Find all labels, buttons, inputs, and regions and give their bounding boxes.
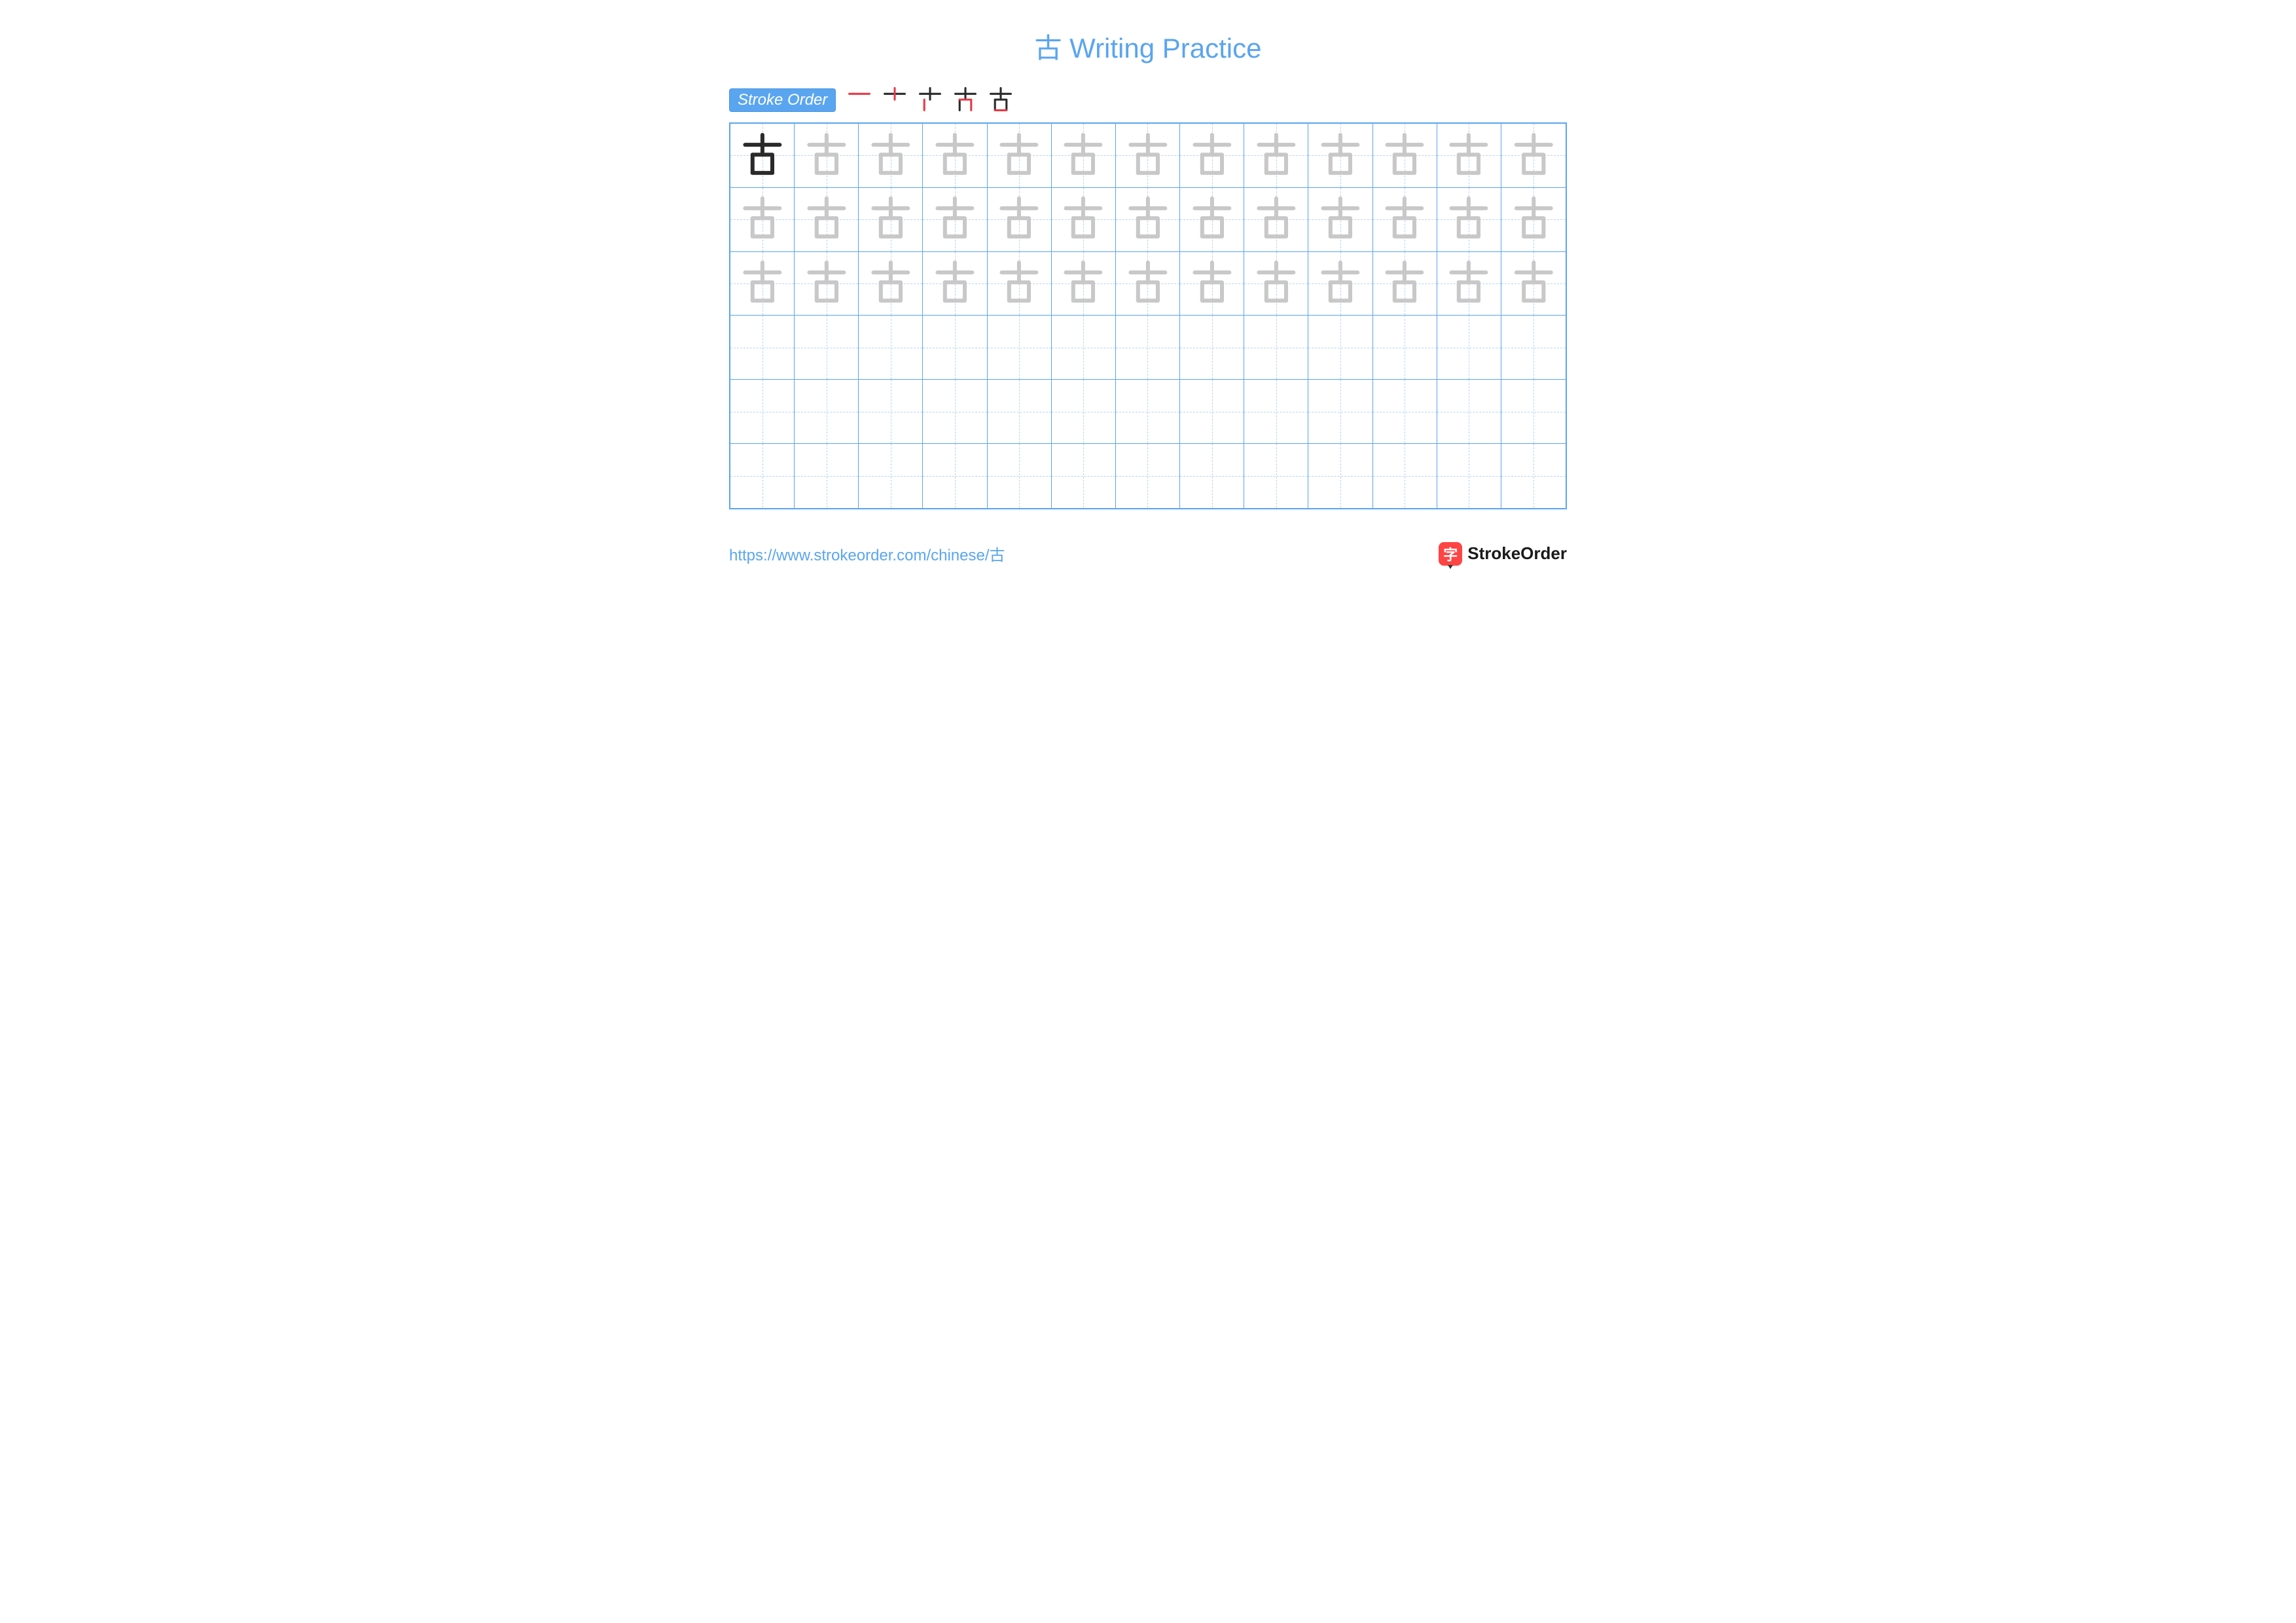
title-character: 古 <box>1035 33 1062 64</box>
grid-cell <box>730 124 795 188</box>
grid-cell <box>1437 316 1501 380</box>
grid-cell <box>1052 444 1116 508</box>
grid-cell <box>1052 316 1116 380</box>
grid-cell <box>1373 380 1437 444</box>
grid-cell <box>1180 188 1244 252</box>
grid-cell <box>1052 188 1116 252</box>
grid-cell <box>730 444 795 508</box>
grid-cell <box>988 316 1052 380</box>
grid-cell <box>795 380 859 444</box>
grid-cell <box>923 124 987 188</box>
grid-cell <box>1180 316 1244 380</box>
grid-cell <box>1116 188 1180 252</box>
grid-cell <box>1373 252 1437 316</box>
grid-cell <box>1308 444 1372 508</box>
grid-cell <box>1116 444 1180 508</box>
grid-cell <box>1052 124 1116 188</box>
grid-cell <box>988 188 1052 252</box>
grid-cell <box>1308 316 1372 380</box>
grid-cell <box>795 316 859 380</box>
stroke-steps <box>845 86 1015 115</box>
grid-cell <box>1501 124 1566 188</box>
grid-cell <box>730 188 795 252</box>
grid-cell <box>1180 124 1244 188</box>
title-suffix: Writing Practice <box>1062 33 1262 64</box>
grid-cell <box>1180 380 1244 444</box>
grid-cell <box>1244 252 1308 316</box>
grid-cell <box>1373 444 1437 508</box>
grid-cell <box>1180 444 1244 508</box>
grid-cell <box>795 188 859 252</box>
grid-cell <box>1501 380 1566 444</box>
logo-icon: 字 <box>1439 542 1462 566</box>
grid-cell <box>1308 380 1372 444</box>
grid-cell <box>859 380 923 444</box>
grid-cell <box>1244 188 1308 252</box>
grid-cell <box>859 252 923 316</box>
grid-cell <box>1116 124 1180 188</box>
grid-cell <box>795 444 859 508</box>
grid-cell <box>1501 444 1566 508</box>
grid-cell <box>859 124 923 188</box>
grid-cell <box>795 124 859 188</box>
logo: 字 StrokeOrder <box>1439 542 1567 566</box>
grid-cell <box>859 444 923 508</box>
stroke-order-header: Stroke Order <box>729 86 1567 115</box>
grid-cell <box>1244 444 1308 508</box>
stroke-step-2 <box>880 86 909 115</box>
grid-cell <box>1437 188 1501 252</box>
grid-cell <box>1373 124 1437 188</box>
stroke-step-4 <box>951 86 980 115</box>
grid-cell <box>730 380 795 444</box>
grid-cell <box>923 444 987 508</box>
grid-cell <box>1308 252 1372 316</box>
grid-cell <box>1052 380 1116 444</box>
grid-cell <box>988 124 1052 188</box>
grid-cell <box>1308 124 1372 188</box>
grid-cell <box>988 444 1052 508</box>
grid-cell <box>988 252 1052 316</box>
grid-cell <box>1373 188 1437 252</box>
stroke-step-3 <box>916 86 944 115</box>
grid-cell <box>1437 444 1501 508</box>
stroke-order-badge: Stroke Order <box>729 88 836 112</box>
grid-cell <box>1244 124 1308 188</box>
grid-cell <box>1501 188 1566 252</box>
grid-cell <box>1244 316 1308 380</box>
grid-cell <box>730 252 795 316</box>
grid-cell <box>1052 252 1116 316</box>
grid-cell <box>795 252 859 316</box>
grid-cell <box>1180 252 1244 316</box>
grid-cell <box>1501 316 1566 380</box>
grid-cell <box>730 316 795 380</box>
grid-cell <box>923 188 987 252</box>
stroke-step-1 <box>845 86 874 115</box>
grid-cell <box>1437 252 1501 316</box>
grid-cell <box>1116 380 1180 444</box>
grid-cell <box>859 188 923 252</box>
grid-cell <box>1501 252 1566 316</box>
logo-text: StrokeOrder <box>1467 543 1567 564</box>
grid-cell <box>1373 316 1437 380</box>
grid-cell <box>1437 124 1501 188</box>
grid-cell <box>1437 380 1501 444</box>
grid-cell <box>1116 252 1180 316</box>
grid-cell <box>859 316 923 380</box>
grid-cell <box>923 316 987 380</box>
page-title: 古 Writing Practice <box>729 26 1567 66</box>
grid-cell <box>1308 188 1372 252</box>
practice-grid <box>729 122 1567 509</box>
source-url: https://www.strokeorder.com/chinese/古 <box>729 542 1005 565</box>
grid-cell <box>988 380 1052 444</box>
grid-cell <box>923 380 987 444</box>
grid-cell <box>1116 316 1180 380</box>
grid-cell <box>1244 380 1308 444</box>
footer: https://www.strokeorder.com/chinese/古 字 … <box>729 542 1567 566</box>
grid-cell <box>923 252 987 316</box>
stroke-step-5 <box>986 86 1015 115</box>
